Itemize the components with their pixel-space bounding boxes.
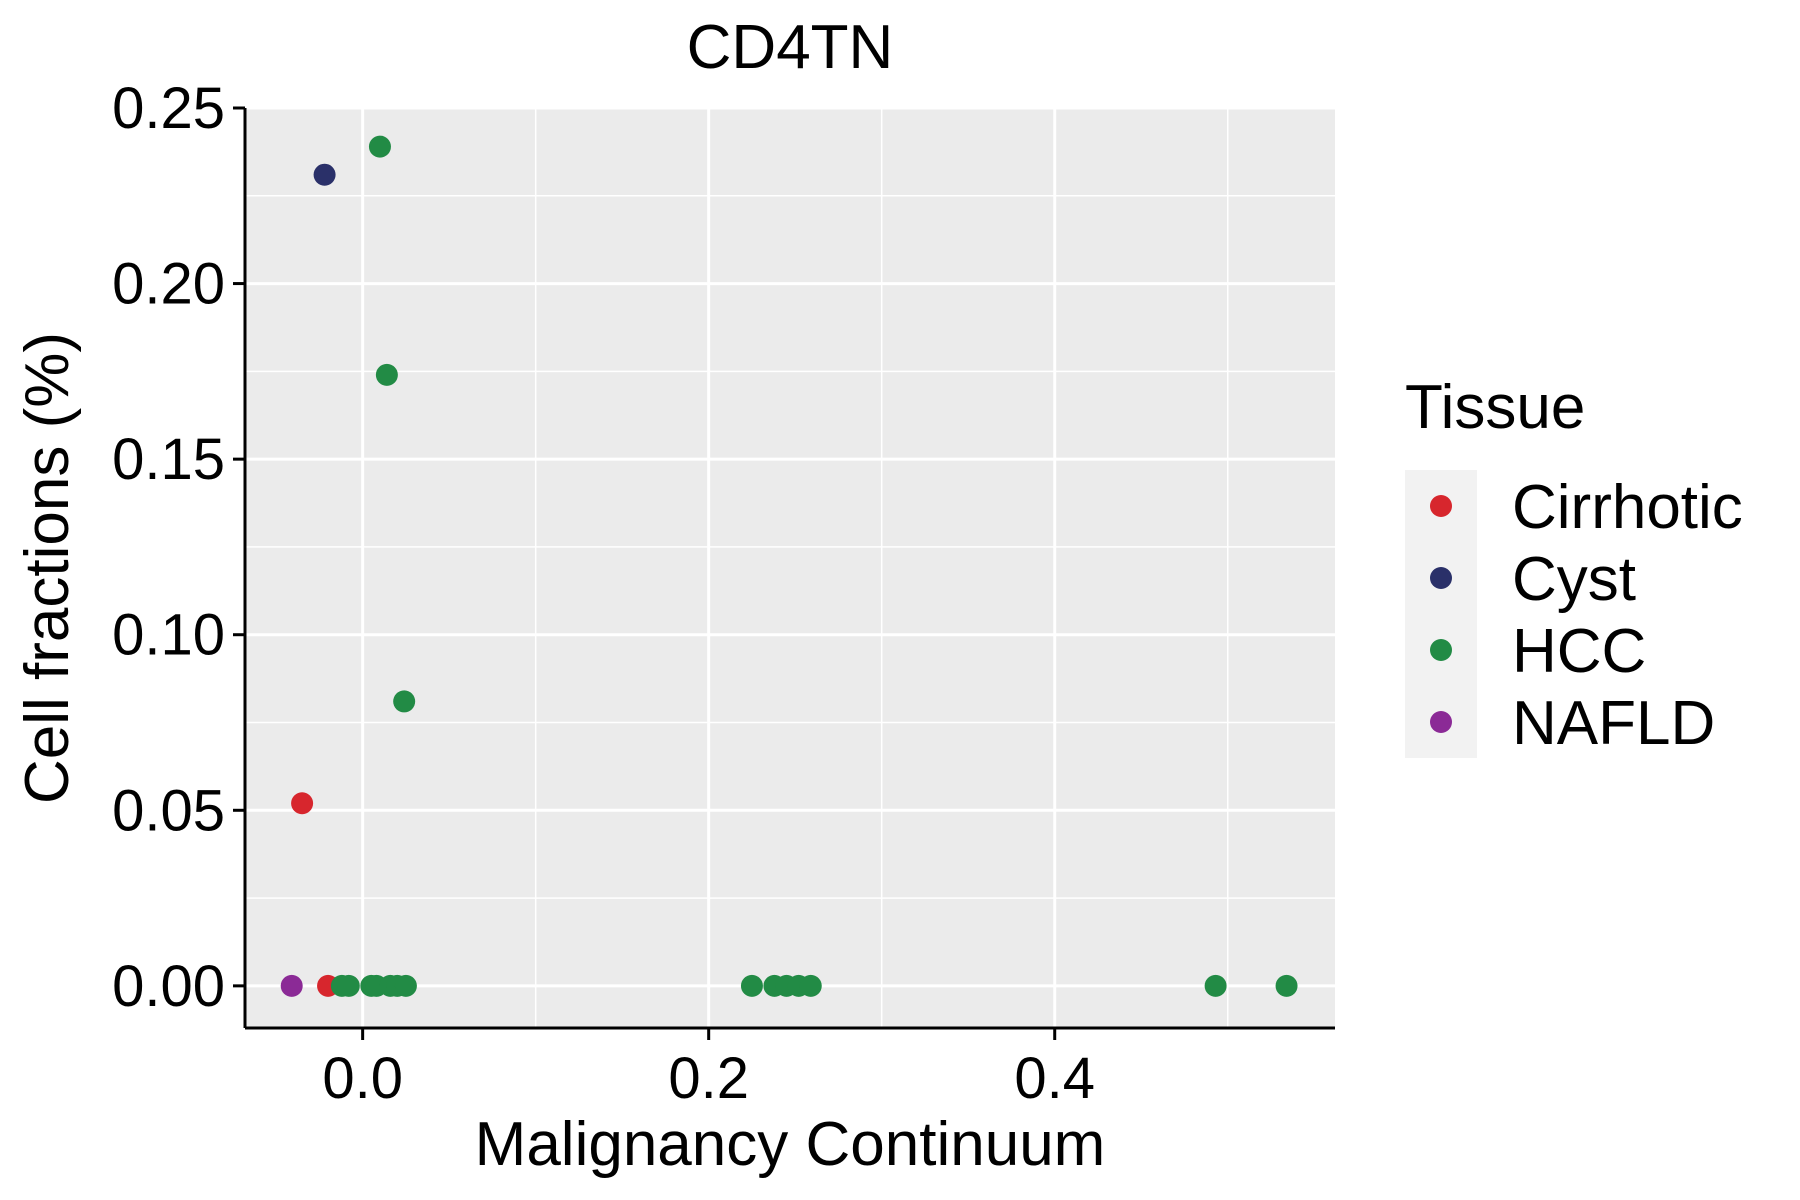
minor-gridlines	[245, 108, 1335, 1028]
major-gridlines	[245, 106, 1335, 1028]
data-point-hcc	[1275, 974, 1298, 997]
data-point-hcc	[375, 363, 398, 386]
legend-label-hcc: HCC	[1512, 617, 1646, 686]
x-axis-title: Malignancy Continuum	[475, 1110, 1106, 1179]
plot-panel	[245, 108, 1335, 1028]
y-axis-title: Cell fractions (%)	[13, 332, 82, 804]
y-axis-ticks: 0.00 0.05 0.10 0.15 0.20 0.25	[112, 76, 245, 1019]
legend-key-nafld	[1430, 711, 1452, 733]
x-axis-ticks: 0.0 0.2 0.4	[322, 1028, 1095, 1111]
legend-label-cirrhotic: Cirrhotic	[1512, 473, 1743, 542]
chart-title: CD4TN	[687, 13, 894, 82]
data-point-hcc	[368, 135, 391, 158]
data-point-hcc	[1204, 974, 1227, 997]
data-point-cyst	[313, 163, 336, 186]
data-point-cirrhotic	[291, 792, 314, 815]
legend-key-hcc	[1430, 639, 1452, 661]
data-points	[280, 135, 1298, 997]
data-point-hcc	[393, 690, 416, 713]
y-tick-label: 0.25	[112, 76, 225, 141]
data-point-hcc	[799, 974, 822, 997]
x-tick-label: 0.2	[668, 1046, 749, 1111]
data-point-nafld	[280, 974, 303, 997]
y-tick-label: 0.00	[112, 954, 225, 1019]
y-tick-label: 0.15	[112, 427, 225, 492]
data-point-hcc	[337, 974, 360, 997]
legend-label-nafld: NAFLD	[1512, 689, 1715, 758]
legend-key-cirrhotic	[1430, 495, 1452, 517]
data-point-hcc	[394, 974, 417, 997]
y-tick-label: 0.10	[112, 603, 225, 668]
y-tick-label: 0.20	[112, 252, 225, 317]
x-tick-label: 0.4	[1014, 1046, 1095, 1111]
legend-label-cyst: Cyst	[1512, 545, 1636, 614]
data-point-hcc	[740, 974, 763, 997]
legend-title: Tissue	[1405, 373, 1585, 442]
legend-key-cyst	[1430, 567, 1452, 589]
legend-key-background	[1405, 470, 1477, 758]
y-tick-label: 0.05	[112, 778, 225, 843]
x-tick-label: 0.0	[322, 1046, 403, 1111]
